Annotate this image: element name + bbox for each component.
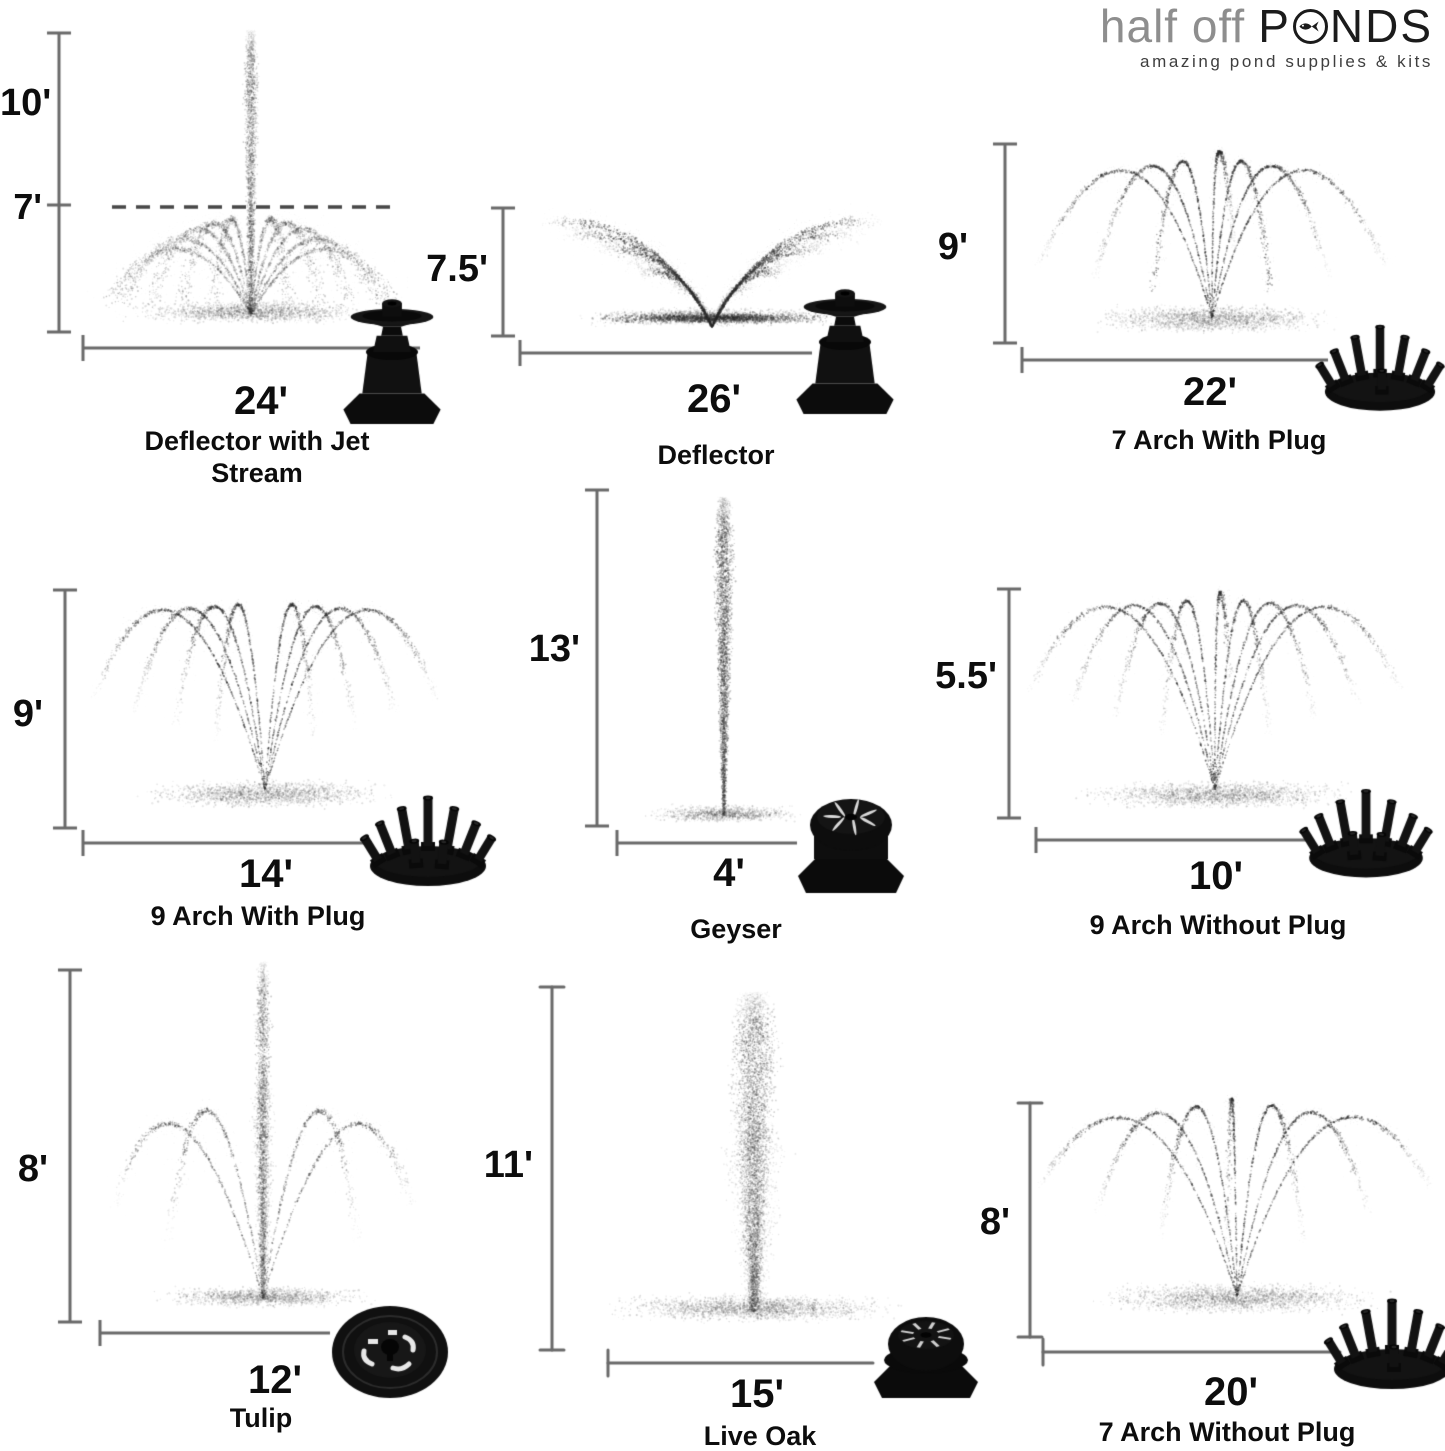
- fountain-spray-illustrations: [0, 0, 1445, 1451]
- brand-letters-nds: NDS: [1330, 3, 1433, 49]
- brand-letter-o: [1293, 9, 1328, 44]
- brand-letter-p: P: [1258, 3, 1291, 49]
- fish-icon: [1298, 20, 1320, 33]
- brand-word: P NDS: [1258, 3, 1433, 49]
- brand-tagline: amazing pond supplies & kits: [1100, 52, 1433, 72]
- brand-prefix: half off: [1100, 3, 1245, 49]
- brand-logo: half off P NDS amazing pond supplies & ki…: [1100, 3, 1433, 72]
- brand-name: half off P NDS: [1100, 3, 1433, 49]
- fountain-nozzle-spec-sheet: half off P NDS amazing pond supplies & ki…: [0, 0, 1445, 1451]
